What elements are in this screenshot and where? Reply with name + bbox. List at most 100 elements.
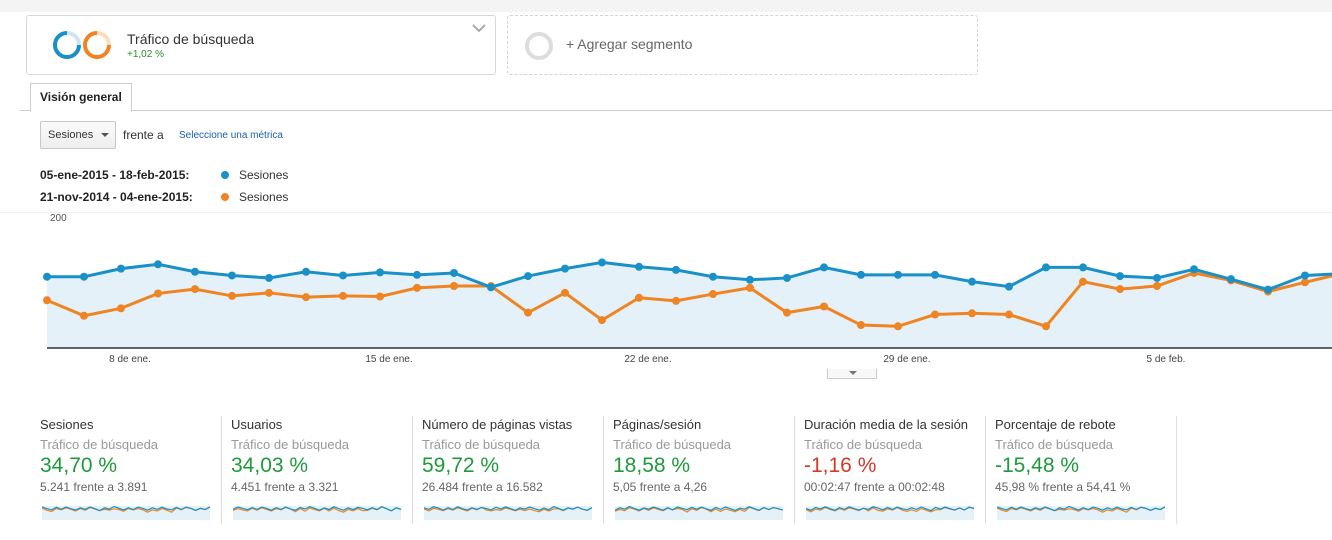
card-divider [221,416,222,524]
x-tick-label: 22 de ene. [624,354,671,365]
data-point [191,267,199,276]
summary-card[interactable]: Sesiones Tráfico de búsqueda 34,70 % 5.2… [30,414,220,526]
data-point [709,272,717,281]
data-point [931,270,939,279]
versus-label: frente a [123,128,164,142]
data-point [968,309,976,318]
card-sparkline [997,505,1165,520]
add-segment-label: + Agregar segmento [566,36,693,52]
tab-overview[interactable]: Visión general [30,83,132,112]
data-point [598,316,606,325]
data-point [413,283,421,292]
sparkline-line [615,505,783,512]
card-sparkline [233,505,401,520]
legend-dot-icon [221,171,229,179]
data-point [968,277,976,286]
data-point [43,272,51,281]
data-point [1301,278,1309,287]
data-point [265,273,273,282]
data-point [746,275,754,284]
summary-card[interactable]: Número de páginas vistas Tráfico de búsq… [412,414,602,526]
data-point [450,268,458,277]
data-point [783,308,791,317]
sparkline-line [806,506,974,512]
data-point [1042,263,1050,272]
segment-delta: +1,02 % [127,49,164,60]
data-point [302,267,310,276]
data-point [191,285,199,294]
series-line [46,271,1332,329]
segment-rings-icon [53,31,111,59]
collapse-arrow-icon [849,371,857,375]
card-metric-name: Duración media de la sesión [804,417,969,432]
data-point [228,271,236,280]
x-tick-label: 15 de ene. [365,354,412,365]
segment-card[interactable]: Tráfico de búsqueda +1,02 % [26,15,496,75]
card-divider [603,416,604,524]
card-segment: Tráfico de búsqueda [804,437,923,452]
data-point [376,292,384,301]
data-point [228,291,236,300]
add-segment-button[interactable]: + Agregar segmento [507,15,978,75]
card-sparkline [424,506,592,520]
card-segment: Tráfico de búsqueda [995,437,1114,452]
data-point [635,293,643,302]
data-point [154,289,162,298]
card-end-divider-wrap [1176,414,1177,526]
data-point [413,270,421,279]
data-point [524,272,532,281]
card-percent: 18,58 % [613,454,691,477]
card-metric-name: Sesiones [40,417,94,432]
data-point [857,270,865,279]
data-point [1227,275,1235,284]
card-metric-name: Páginas/sesión [613,417,702,432]
data-point [1079,263,1087,272]
data-point [524,308,532,317]
metric-select[interactable]: Sesiones [40,121,116,149]
chevron-down-icon[interactable] [471,22,487,34]
sparkline-line [233,505,401,512]
summary-card[interactable]: Usuarios Tráfico de búsqueda 34,03 % 4.4… [221,414,411,526]
data-point [1153,273,1161,282]
x-tick-label: 8 de ene. [109,354,151,365]
card-sparkline [806,506,974,520]
card-percent: 34,03 % [231,454,309,477]
card-metric-name: Porcentaje de rebote [995,417,1116,432]
card-segment: Tráfico de búsqueda [422,437,541,452]
data-point [894,270,902,279]
segment-title: Tráfico de búsqueda [127,31,255,47]
summary-card[interactable]: Porcentaje de rebote Tráfico de búsqueda… [985,414,1175,526]
data-point [1042,322,1050,331]
legend-row-current: 05-ene-2015 - 18-feb-2015: Sesiones [40,168,288,182]
card-segment: Tráfico de búsqueda [613,437,732,452]
data-point [339,291,347,300]
card-metric-name: Número de páginas vistas [422,417,573,432]
data-point [672,296,680,305]
data-point [117,264,125,273]
dropdown-caret-icon [101,133,109,137]
data-point [1005,310,1013,319]
card-compare: 26.484 frente a 16.582 [422,480,543,494]
data-point [80,311,88,320]
y-tick-label: 200 [50,213,67,224]
sessions-line-chart[interactable]: 2001008 de ene.15 de ene.22 de ene.29 de… [0,212,1332,372]
sparkline-line [42,505,210,512]
tab-divider [20,110,1332,111]
card-metric-name: Usuarios [231,417,283,432]
data-point [1153,282,1161,290]
data-point [1190,265,1198,274]
data-point [783,273,791,282]
select-metric-link[interactable]: Seleccione una métrica [179,130,283,141]
data-point [1005,282,1013,291]
legend-series-label: Sesiones [239,190,289,204]
summary-card[interactable]: Páginas/sesión Tráfico de búsqueda 18,58… [603,414,793,526]
collapse-chart-button[interactable] [827,369,877,379]
card-divider [412,416,413,524]
summary-card[interactable]: Duración media de la sesión Tráfico de b… [794,414,984,526]
top-strip [0,0,1332,12]
data-point [598,258,606,267]
empty-segment-ring-icon [525,32,553,60]
data-point [43,296,51,305]
data-point [1116,285,1124,294]
legend-series-label: Sesiones [239,168,289,182]
